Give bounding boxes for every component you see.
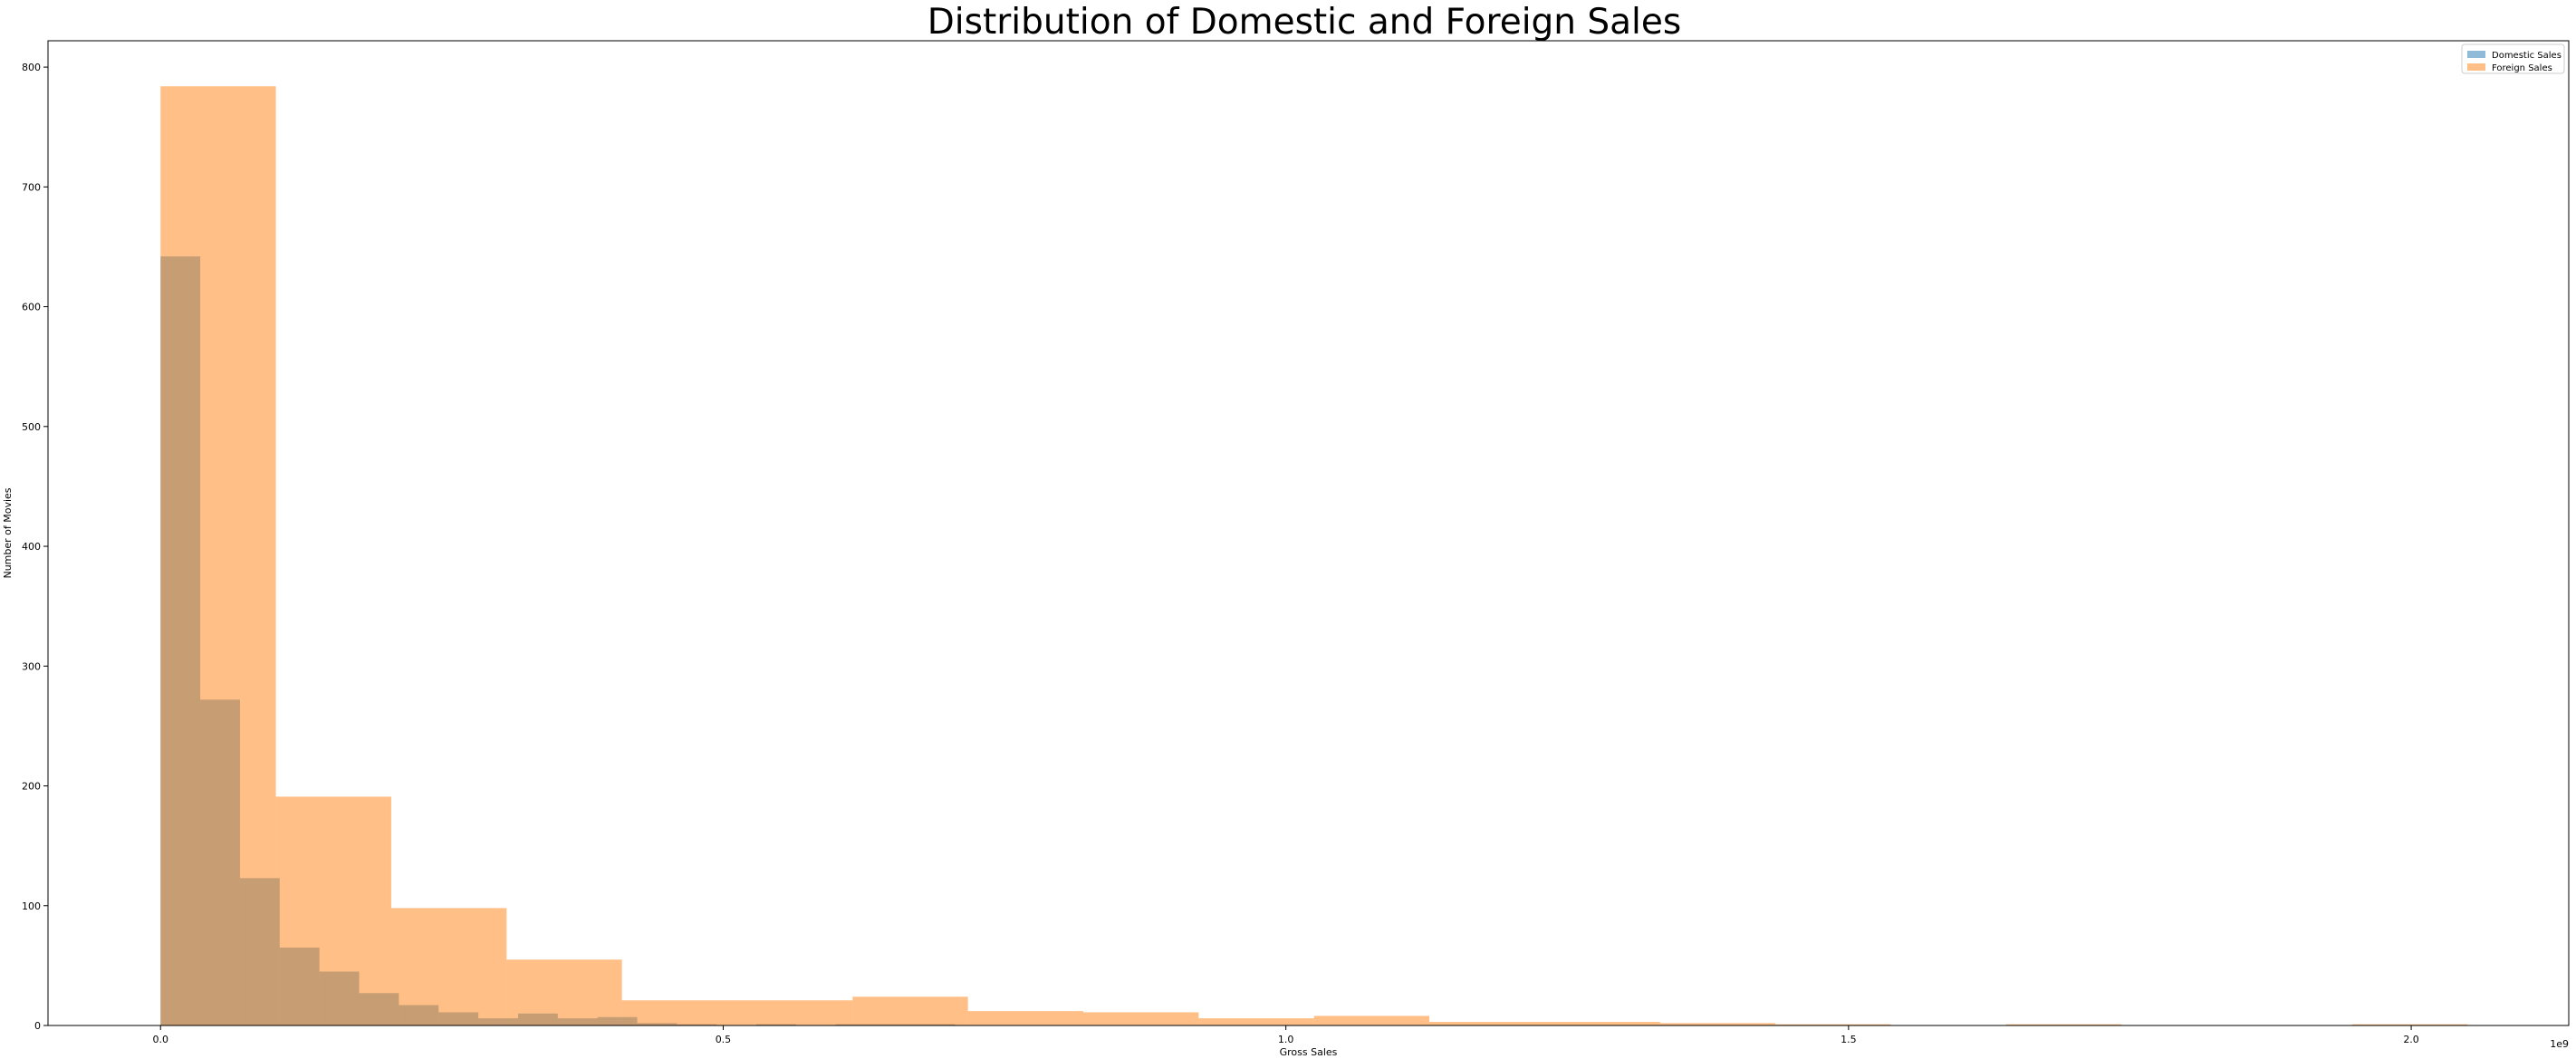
y-tick-label: 200: [22, 781, 41, 793]
bar: [1429, 1022, 1545, 1025]
x-tick-label: 1.0: [1278, 1034, 1294, 1045]
series-foreign-sales: [160, 86, 2468, 1025]
bar: [621, 1000, 737, 1025]
bar: [852, 996, 968, 1025]
bar: [967, 1011, 1084, 1025]
y-tick-label: 300: [22, 660, 41, 672]
bar: [275, 796, 391, 1025]
y-tick-label: 0: [34, 1020, 41, 1032]
x-axis-offset-label: 1e9: [2550, 1038, 2569, 1050]
y-tick-label: 700: [22, 181, 41, 193]
bar: [1198, 1018, 1314, 1025]
y-tick-label: 500: [22, 421, 41, 433]
y-tick-label: 800: [22, 62, 41, 73]
legend-box: [2461, 43, 2565, 74]
y-tick-label: 600: [22, 302, 41, 313]
bar: [1083, 1012, 1199, 1025]
x-axis: 0.0 0.5 1.0 1.5 2.0: [152, 1025, 2419, 1045]
bar: [1544, 1022, 1660, 1025]
bar: [160, 86, 276, 1025]
bar: [1313, 1016, 1430, 1025]
y-tick-label: 100: [22, 900, 41, 912]
x-tick-label: 1.5: [1841, 1034, 1857, 1045]
legend-swatch: [2467, 51, 2485, 58]
bar: [1659, 1023, 1776, 1025]
bars-layer: [160, 86, 2468, 1026]
legend-label: Domestic Sales: [2492, 51, 2562, 61]
x-tick-label: 0.5: [716, 1034, 732, 1045]
bar: [506, 959, 622, 1025]
chart-title: Distribution of Domestic and Foreign Sal…: [928, 2, 1681, 43]
bar: [390, 908, 507, 1025]
legend: Domestic Sales Foreign Sales: [2461, 43, 2565, 74]
x-tick-label: 2.0: [2403, 1034, 2419, 1045]
legend-label: Foreign Sales: [2492, 63, 2552, 73]
y-axis: 0 100 200 300 400 500 600 700 800: [22, 62, 48, 1032]
x-axis-label: Gross Sales: [1280, 1046, 1338, 1058]
y-tick-label: 400: [22, 541, 41, 553]
legend-swatch: [2467, 63, 2485, 71]
plot-frame: [47, 40, 2570, 1026]
y-axis-label: Number of Movies: [2, 487, 14, 578]
bar: [736, 1000, 853, 1025]
x-tick-label: 0.0: [152, 1034, 168, 1045]
